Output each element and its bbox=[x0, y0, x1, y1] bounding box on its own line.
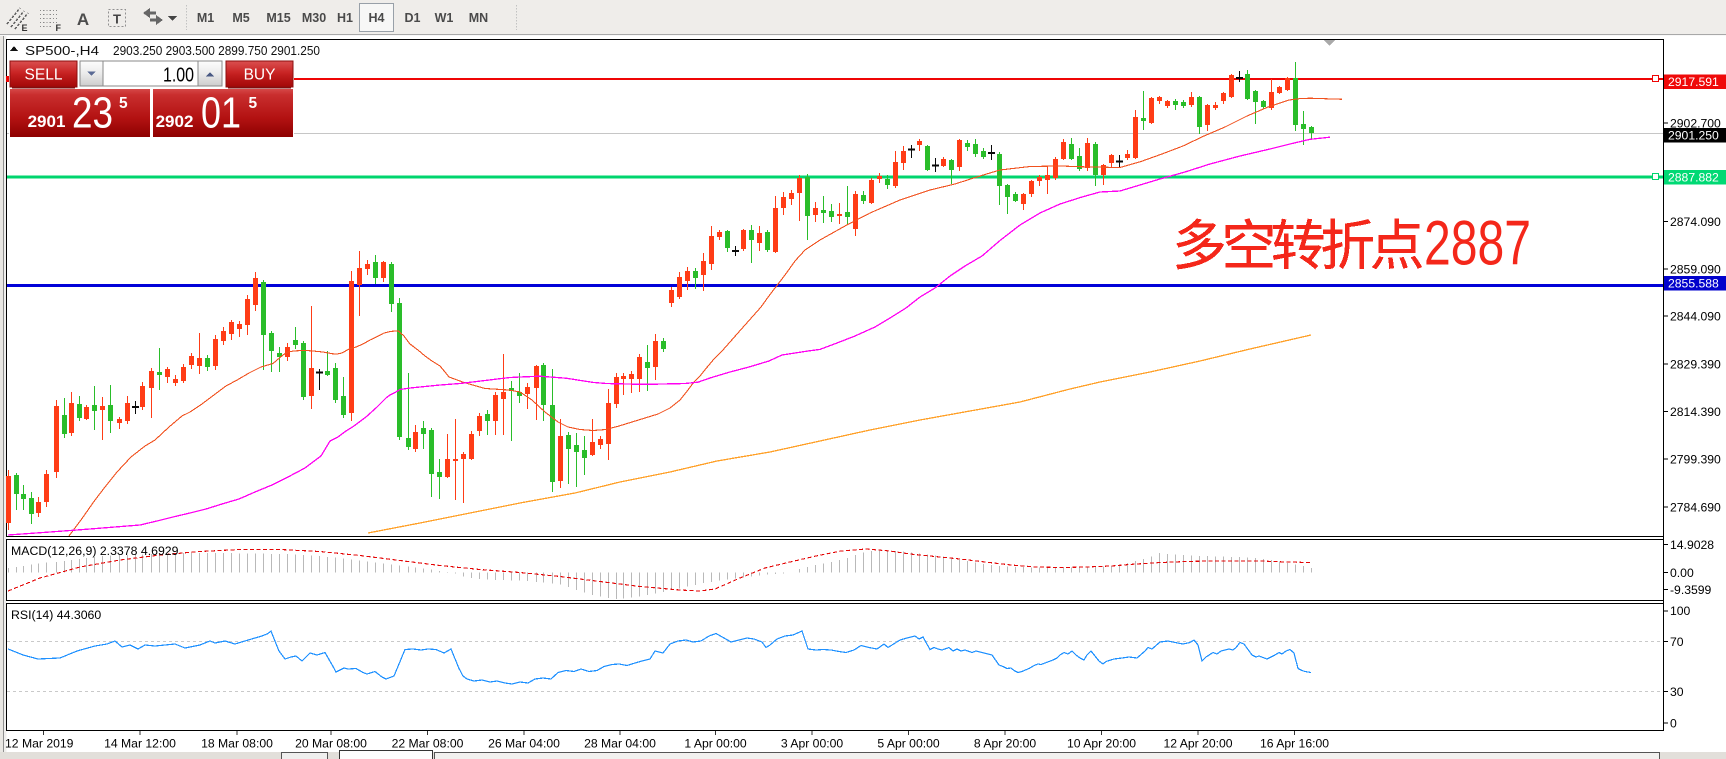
svg-text:E: E bbox=[22, 23, 28, 33]
svg-text:2829.390: 2829.390 bbox=[1670, 357, 1721, 371]
svg-text:F: F bbox=[56, 23, 62, 33]
svg-text:14 Mar 12:00: 14 Mar 12:00 bbox=[104, 737, 176, 751]
svg-text:2902: 2902 bbox=[156, 112, 194, 131]
svg-text:2887.882: 2887.882 bbox=[1668, 171, 1719, 185]
svg-text:M5: M5 bbox=[232, 11, 249, 25]
svg-text:M1: M1 bbox=[197, 11, 214, 25]
svg-text:SELL: SELL bbox=[25, 67, 63, 84]
svg-text:1.00: 1.00 bbox=[163, 65, 194, 87]
svg-text:BUY: BUY bbox=[244, 67, 276, 84]
svg-text:14.9028: 14.9028 bbox=[1670, 538, 1714, 552]
svg-text:M30: M30 bbox=[302, 11, 326, 25]
svg-text:2901.250: 2901.250 bbox=[1668, 129, 1719, 143]
svg-text:30: 30 bbox=[1670, 685, 1684, 699]
svg-text:1 Apr 00:00: 1 Apr 00:00 bbox=[684, 737, 747, 751]
svg-text:12 Mar 2019: 12 Mar 2019 bbox=[5, 737, 74, 751]
svg-text:-9.3599: -9.3599 bbox=[1670, 583, 1712, 597]
svg-text:5 Apr 00:00: 5 Apr 00:00 bbox=[877, 737, 940, 751]
svg-text:20 Mar 08:00: 20 Mar 08:00 bbox=[295, 737, 367, 751]
svg-text:100: 100 bbox=[1670, 604, 1691, 618]
svg-text:2799.390: 2799.390 bbox=[1670, 452, 1721, 466]
svg-text:2917.591: 2917.591 bbox=[1668, 75, 1719, 89]
svg-text:W1: W1 bbox=[435, 11, 454, 25]
svg-text:MN: MN bbox=[469, 11, 488, 25]
svg-text:2814.390: 2814.390 bbox=[1670, 405, 1721, 419]
svg-text:2844.090: 2844.090 bbox=[1670, 309, 1721, 323]
svg-text:2903.250 2903.500 2899.750 290: 2903.250 2903.500 2899.750 2901.250 bbox=[113, 43, 320, 58]
svg-text:2901: 2901 bbox=[28, 112, 66, 131]
svg-text:A: A bbox=[77, 10, 89, 29]
svg-text:18 Mar 08:00: 18 Mar 08:00 bbox=[201, 737, 273, 751]
svg-text:2902.700: 2902.700 bbox=[1670, 116, 1721, 130]
svg-text:2784.690: 2784.690 bbox=[1670, 500, 1721, 514]
svg-text:RSI(14) 44.3060: RSI(14) 44.3060 bbox=[11, 608, 101, 622]
svg-text:5: 5 bbox=[119, 95, 128, 112]
svg-text:2859.090: 2859.090 bbox=[1670, 262, 1721, 276]
svg-text:D1: D1 bbox=[405, 11, 421, 25]
svg-text:8 Apr 20:00: 8 Apr 20:00 bbox=[974, 737, 1037, 751]
svg-text:3 Apr 00:00: 3 Apr 00:00 bbox=[781, 737, 844, 751]
svg-text:0.00: 0.00 bbox=[1670, 566, 1694, 580]
svg-text:22 Mar 08:00: 22 Mar 08:00 bbox=[392, 737, 464, 751]
svg-text:SP500-,H4: SP500-,H4 bbox=[25, 43, 99, 58]
svg-text:10 Apr 20:00: 10 Apr 20:00 bbox=[1067, 737, 1136, 751]
svg-text:MACD(12,26,9) 2.3378 4.6929: MACD(12,26,9) 2.3378 4.6929 bbox=[11, 544, 179, 558]
svg-text:M15: M15 bbox=[266, 11, 290, 25]
svg-text:2855.588: 2855.588 bbox=[1668, 277, 1719, 291]
svg-text:28 Mar 04:00: 28 Mar 04:00 bbox=[584, 737, 656, 751]
svg-text:01: 01 bbox=[201, 89, 241, 138]
svg-text:0: 0 bbox=[1670, 716, 1677, 730]
svg-text:T: T bbox=[113, 12, 121, 27]
svg-text:70: 70 bbox=[1670, 635, 1684, 649]
svg-text:5: 5 bbox=[249, 95, 258, 112]
svg-text:16 Apr 16:00: 16 Apr 16:00 bbox=[1260, 737, 1329, 751]
svg-text:12 Apr 20:00: 12 Apr 20:00 bbox=[1163, 737, 1232, 751]
svg-text:H4: H4 bbox=[369, 11, 385, 25]
svg-text:2887: 2887 bbox=[1424, 209, 1531, 279]
svg-text:23: 23 bbox=[72, 89, 113, 138]
svg-text:2874.090: 2874.090 bbox=[1670, 215, 1721, 229]
svg-text:26 Mar 04:00: 26 Mar 04:00 bbox=[488, 737, 560, 751]
svg-text:H1: H1 bbox=[337, 11, 353, 25]
